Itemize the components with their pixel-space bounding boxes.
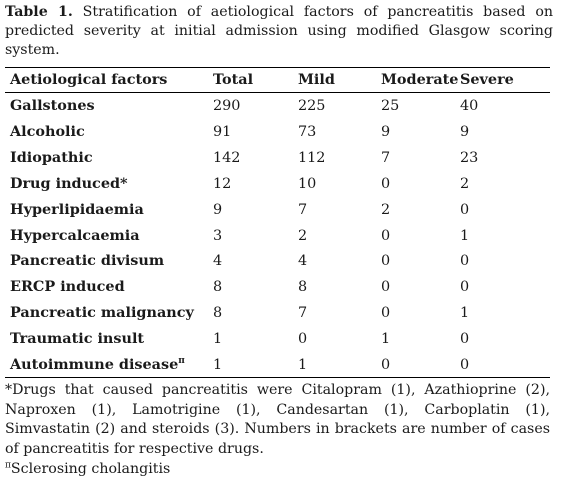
cell-mild: 10	[298, 175, 317, 192]
cell-mild: 225	[298, 98, 326, 114]
table-row: Hypercalcaemia 3 2 0 1	[0, 224, 561, 248]
footnote-drugs-text: Drugs that caused pancreatitis were Cita…	[5, 382, 550, 458]
cell-severe: 1	[460, 227, 470, 244]
header-mild: Mild	[298, 71, 335, 88]
cell-moderate: 2	[381, 201, 391, 218]
table-row: Drug induced* 12 10 0 2	[0, 172, 561, 196]
cell-mild: 4	[298, 253, 308, 270]
cell-total: 8	[213, 279, 223, 296]
cell-total: 3	[213, 227, 223, 244]
cell-moderate: 25	[381, 98, 400, 114]
caption-label: Table 1.	[5, 4, 73, 20]
cell-mild: 73	[298, 123, 317, 140]
cell-total: 8	[213, 305, 223, 322]
table-row: Idiopathic 142 112 7 23	[0, 146, 561, 170]
cell-severe: 0	[460, 357, 470, 373]
footnote-drugs-marker: *	[5, 382, 13, 398]
cell-aetiological-factor: Hypercalcaemia	[10, 226, 140, 244]
cell-severe: 0	[460, 253, 470, 270]
cell-moderate: 0	[381, 227, 391, 244]
cell-mild: 1	[298, 357, 308, 373]
table-row: Traumatic insult 1 0 1 0	[0, 327, 561, 351]
footnote-autoimmune: πSclerosing cholangitis	[5, 460, 550, 480]
caption-text: Stratification of aetiological factors o…	[5, 4, 553, 58]
cell-total: 4	[213, 253, 223, 270]
cell-mild: 7	[298, 305, 308, 322]
table-row: Gallstones 290 225 25 40	[0, 94, 561, 118]
cell-footnote-marker: *	[120, 174, 128, 192]
cell-moderate: 0	[381, 279, 391, 296]
table-row: Hyperlipidaemia 9 7 2 0	[0, 198, 561, 222]
cell-footnote-marker: π	[178, 356, 185, 367]
cell-moderate: 0	[381, 175, 391, 192]
table-row: Alcoholic 91 73 9 9	[0, 120, 561, 144]
cell-mild: 8	[298, 279, 308, 296]
table-top-rule	[5, 67, 550, 68]
cell-severe: 0	[460, 279, 470, 296]
cell-severe: 0	[460, 331, 470, 348]
cell-mild: 112	[298, 149, 326, 166]
cell-aetiological-factor: Autoimmune diseaseπ	[10, 356, 185, 373]
header-total: Total	[213, 71, 254, 88]
cell-mild: 0	[298, 331, 308, 348]
cell-aetiological-factor: Pancreatic divisum	[10, 252, 165, 270]
cell-total: 1	[213, 357, 223, 373]
cell-aetiological-factor: ERCP induced	[10, 278, 125, 296]
cell-aetiological-factor: Drug induced*	[10, 174, 128, 192]
cell-moderate: 7	[381, 149, 391, 166]
cell-moderate: 9	[381, 123, 391, 140]
table-row: Pancreatic malignancy 8 7 0 1	[0, 301, 561, 325]
table-caption: Table 1. Stratification of aetiological …	[5, 3, 553, 60]
table-footnotes: *Drugs that caused pancreatitis were Cit…	[5, 381, 550, 480]
table-header-rule	[5, 92, 550, 93]
header-severe: Severe	[460, 71, 514, 88]
header-aetiological-factors: Aetiological factors	[10, 71, 168, 88]
cell-mild: 2	[298, 227, 308, 244]
cell-aetiological-factor: Alcoholic	[10, 122, 85, 140]
cell-severe: 9	[460, 123, 470, 140]
table-header-row: Aetiological factors Total Mild Moderate…	[0, 68, 561, 92]
table-row: ERCP induced 8 8 0 0	[0, 275, 561, 299]
cell-severe: 23	[460, 149, 479, 166]
cell-moderate: 0	[381, 357, 391, 373]
cell-aetiological-factor: Gallstones	[10, 97, 95, 114]
header-moderate: Moderate	[381, 71, 459, 88]
cell-severe: 40	[460, 98, 479, 114]
cell-severe: 1	[460, 305, 470, 322]
cell-aetiological-factor: Hyperlipidaemia	[10, 200, 144, 218]
cell-total: 12	[213, 175, 232, 192]
cell-total: 142	[213, 149, 241, 166]
cell-mild: 7	[298, 201, 308, 218]
table-row: Autoimmune diseaseπ 1 1 0 0	[0, 353, 561, 377]
cell-aetiological-factor: Idiopathic	[10, 148, 93, 166]
cell-total: 91	[213, 123, 232, 140]
footnote-drugs: *Drugs that caused pancreatitis were Cit…	[5, 381, 550, 460]
cell-severe: 2	[460, 175, 470, 192]
cell-aetiological-factor: Traumatic insult	[10, 330, 145, 348]
cell-moderate: 1	[381, 331, 391, 348]
cell-moderate: 0	[381, 305, 391, 322]
table-row: Pancreatic divisum 4 4 0 0	[0, 249, 561, 273]
cell-aetiological-factor: Pancreatic malignancy	[10, 304, 194, 322]
table-bottom-rule	[5, 377, 550, 378]
cell-severe: 0	[460, 201, 470, 218]
cell-moderate: 0	[381, 253, 391, 270]
cell-total: 1	[213, 331, 223, 348]
cell-total: 290	[213, 98, 241, 114]
cell-total: 9	[213, 201, 223, 218]
footnote-autoimmune-text: Sclerosing cholangitis	[10, 460, 171, 477]
footnote-autoimmune-marker: π	[5, 460, 11, 471]
